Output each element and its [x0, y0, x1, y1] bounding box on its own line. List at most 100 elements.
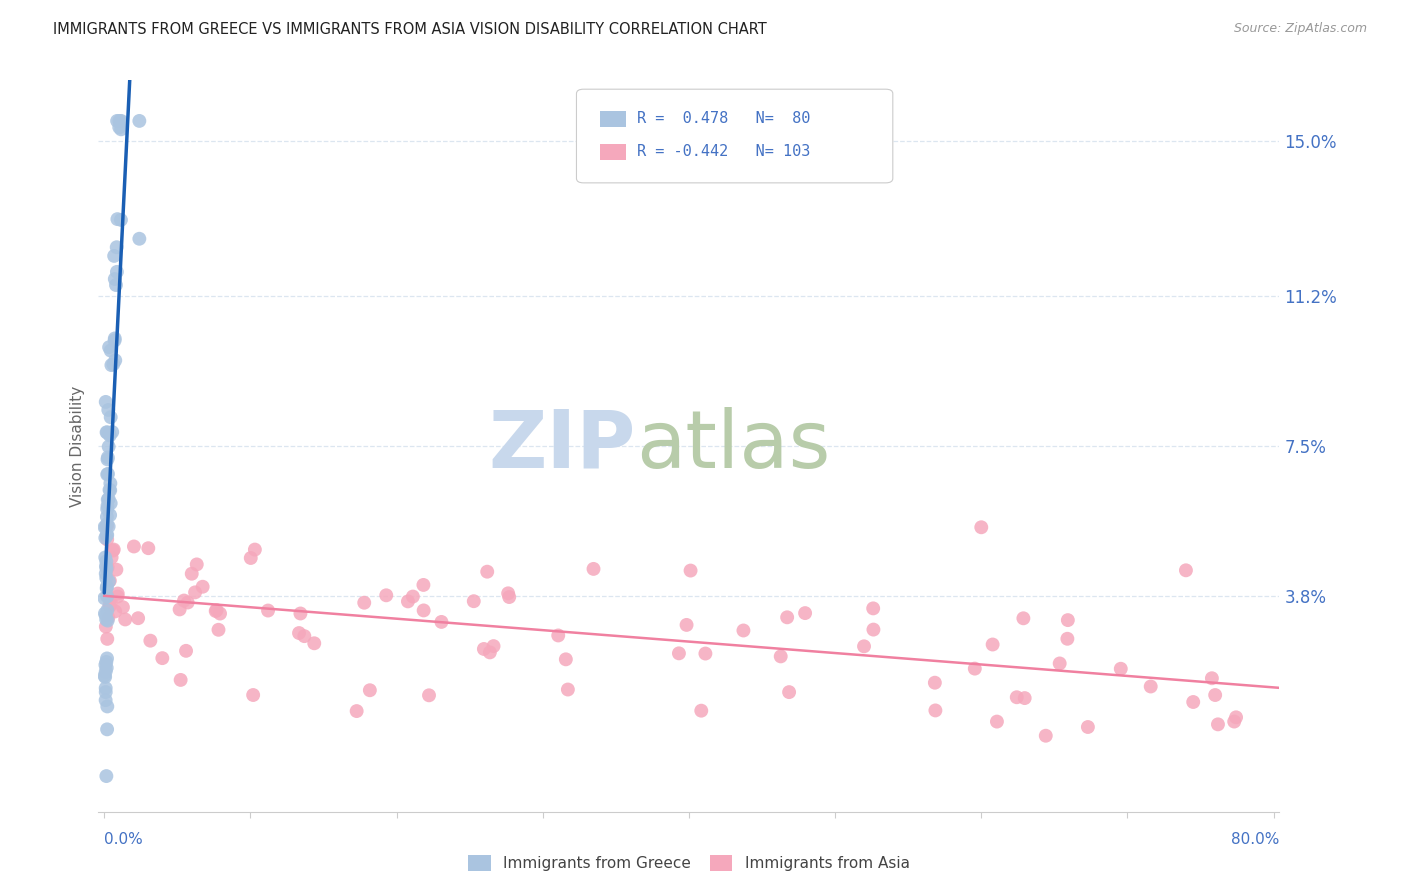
- Point: [97, 519, 120, 533]
- Point: [169, 602, 191, 616]
- Point: [1005, 690, 1028, 705]
- Point: [1174, 563, 1197, 577]
- Point: [412, 603, 434, 617]
- Point: [1049, 657, 1071, 671]
- Point: [463, 594, 485, 608]
- Point: [96, 723, 118, 737]
- Text: atlas: atlas: [636, 407, 830, 485]
- Point: [695, 647, 717, 661]
- Point: [205, 603, 228, 617]
- Point: [97, 403, 120, 417]
- Point: [107, 586, 129, 600]
- Point: [1139, 680, 1161, 694]
- Point: [242, 688, 264, 702]
- Point: [111, 600, 134, 615]
- Point: [96, 561, 118, 575]
- Point: [186, 558, 208, 572]
- Point: [96, 528, 118, 542]
- Point: [97, 560, 120, 574]
- Point: [96, 519, 118, 533]
- Point: [204, 604, 226, 618]
- Point: [169, 673, 191, 687]
- Point: [98, 428, 121, 442]
- Point: [96, 632, 118, 646]
- Point: [184, 585, 207, 599]
- Point: [679, 564, 702, 578]
- Point: [94, 607, 117, 622]
- Point: [96, 509, 118, 524]
- Point: [353, 596, 375, 610]
- Point: [128, 114, 150, 128]
- Point: [1035, 729, 1057, 743]
- Point: [396, 594, 419, 608]
- Point: [105, 563, 128, 577]
- Point: [1056, 632, 1078, 646]
- Point: [794, 606, 817, 620]
- Point: [94, 693, 117, 707]
- Point: [418, 688, 440, 702]
- Point: [1223, 714, 1246, 729]
- Point: [127, 611, 149, 625]
- Point: [243, 542, 266, 557]
- Point: [981, 638, 1004, 652]
- Point: [98, 483, 121, 497]
- Point: [98, 483, 121, 498]
- Point: [191, 580, 214, 594]
- Point: [136, 541, 159, 556]
- Point: [94, 531, 117, 545]
- Point: [98, 340, 121, 354]
- Point: [1204, 688, 1226, 702]
- Point: [96, 517, 118, 532]
- Point: [96, 425, 118, 440]
- Point: [96, 590, 118, 604]
- Point: [96, 533, 118, 547]
- Point: [98, 574, 121, 588]
- Point: [97, 467, 120, 481]
- Point: [96, 554, 118, 568]
- Point: [107, 212, 129, 227]
- Point: [1109, 662, 1132, 676]
- Point: [101, 425, 124, 439]
- Point: [98, 599, 121, 613]
- Point: [94, 520, 117, 534]
- Point: [105, 265, 128, 279]
- Point: [96, 769, 118, 783]
- Point: [582, 562, 605, 576]
- Point: [1077, 720, 1099, 734]
- Point: [98, 591, 121, 606]
- Point: [114, 612, 136, 626]
- Point: [104, 604, 127, 618]
- Point: [96, 425, 118, 440]
- Point: [104, 334, 127, 348]
- Point: [94, 657, 117, 672]
- Point: [257, 603, 280, 617]
- Point: [100, 343, 122, 358]
- Point: [98, 508, 121, 522]
- Point: [96, 661, 118, 675]
- Y-axis label: Vision Disability: Vision Disability: [70, 385, 86, 507]
- Text: ZIP: ZIP: [488, 407, 636, 485]
- Point: [776, 610, 799, 624]
- Text: Source: ZipAtlas.com: Source: ZipAtlas.com: [1233, 22, 1367, 36]
- Point: [174, 644, 197, 658]
- Point: [1182, 695, 1205, 709]
- Point: [862, 623, 884, 637]
- Point: [412, 578, 434, 592]
- Point: [110, 114, 132, 128]
- Legend: Immigrants from Greece, Immigrants from Asia: Immigrants from Greece, Immigrants from …: [463, 849, 915, 877]
- Point: [346, 704, 368, 718]
- Point: [96, 579, 118, 593]
- Point: [96, 571, 118, 585]
- Text: 80.0%: 80.0%: [1232, 832, 1279, 847]
- Point: [150, 651, 173, 665]
- Point: [104, 272, 127, 286]
- Point: [97, 491, 120, 506]
- Point: [482, 639, 505, 653]
- Point: [207, 623, 229, 637]
- Point: [94, 566, 117, 581]
- Point: [100, 410, 122, 425]
- Point: [173, 593, 195, 607]
- Point: [100, 595, 122, 609]
- Point: [862, 601, 884, 615]
- Point: [98, 476, 121, 491]
